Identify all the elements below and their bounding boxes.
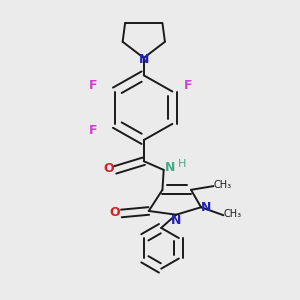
- Text: CH₃: CH₃: [213, 180, 231, 190]
- Text: O: O: [109, 206, 120, 219]
- Text: F: F: [88, 79, 97, 92]
- Text: F: F: [88, 124, 97, 136]
- Text: N: N: [139, 53, 149, 66]
- Text: H: H: [178, 159, 187, 169]
- Text: N: N: [201, 201, 212, 214]
- Text: CH₃: CH₃: [223, 209, 241, 219]
- Text: O: O: [103, 162, 114, 175]
- Text: N: N: [171, 214, 181, 227]
- Text: F: F: [184, 79, 193, 92]
- Text: N: N: [165, 161, 175, 174]
